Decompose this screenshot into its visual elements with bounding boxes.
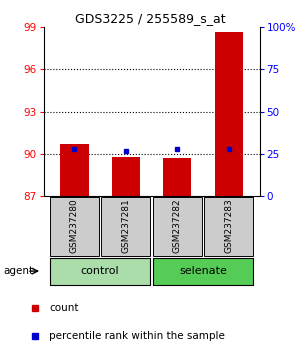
Text: GSM237283: GSM237283 [224, 198, 233, 253]
Text: GSM237281: GSM237281 [121, 198, 130, 253]
Text: GDS3225 / 255589_s_at: GDS3225 / 255589_s_at [75, 12, 225, 25]
Bar [50, 258, 151, 285]
Bar [152, 258, 253, 285]
Bar [163, 158, 191, 196]
Bar [214, 32, 243, 196]
Bar [50, 197, 99, 256]
Text: GSM237282: GSM237282 [173, 198, 182, 253]
Bar [152, 197, 202, 256]
Bar [112, 157, 140, 196]
Text: control: control [81, 266, 119, 276]
Bar [101, 197, 151, 256]
Bar [204, 197, 253, 256]
Text: GSM237280: GSM237280 [70, 198, 79, 253]
Text: percentile rank within the sample: percentile rank within the sample [49, 331, 225, 341]
Text: agent: agent [3, 266, 33, 276]
Text: selenate: selenate [179, 266, 227, 276]
Bar [60, 144, 88, 196]
Text: count: count [49, 303, 79, 313]
